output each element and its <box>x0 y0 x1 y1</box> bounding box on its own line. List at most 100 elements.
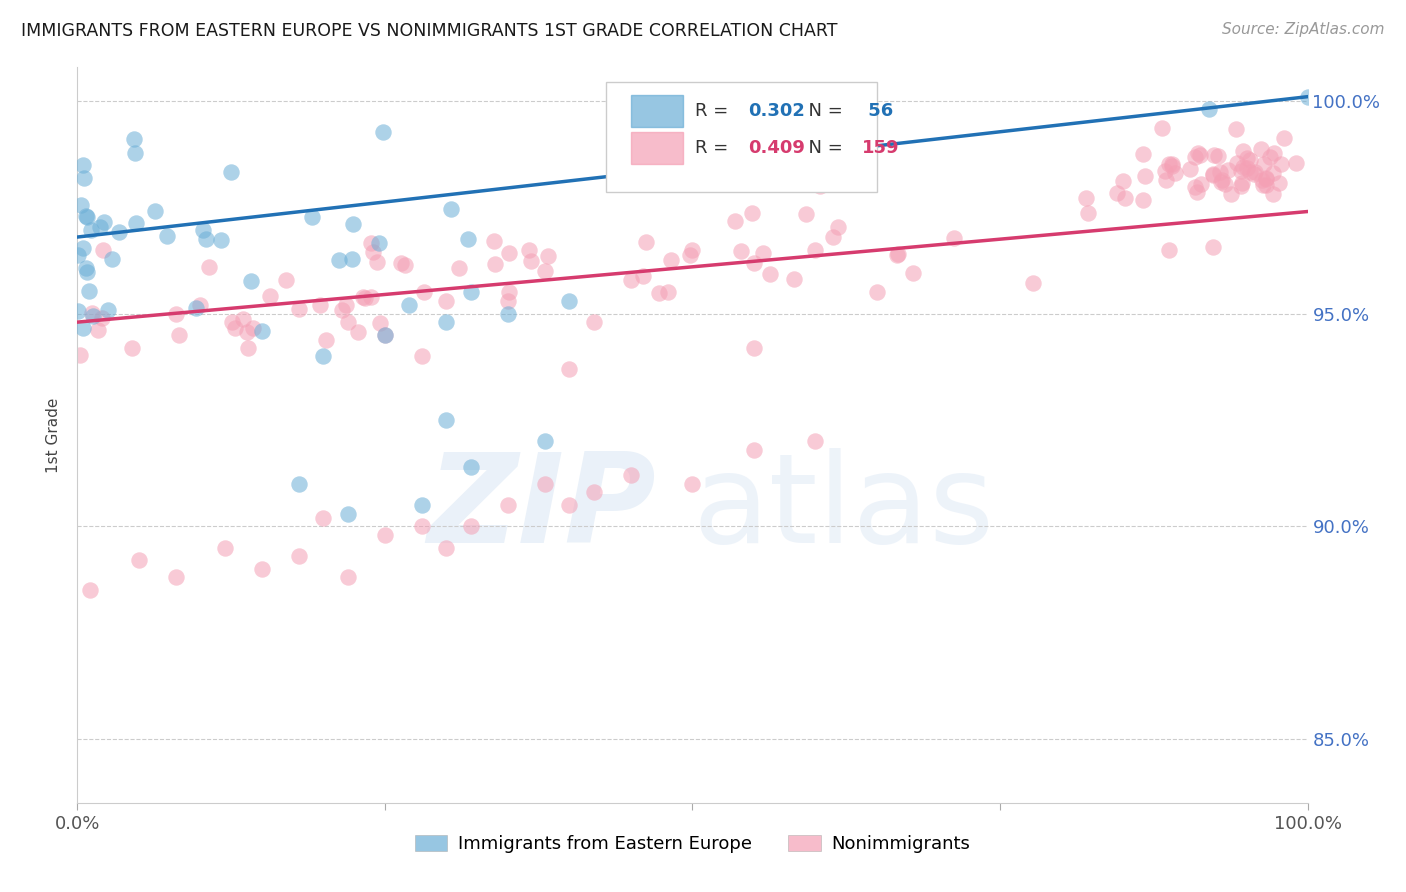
Point <box>169 328 191 343</box>
Point <box>75 261 97 276</box>
Point <box>125 216 148 230</box>
Point <box>288 476 311 491</box>
Point <box>1185 185 1208 199</box>
Point <box>440 202 463 216</box>
Point <box>1243 164 1265 178</box>
Point <box>886 248 908 262</box>
Text: 0.409: 0.409 <box>748 139 804 157</box>
Point <box>1296 89 1319 103</box>
Point <box>1107 186 1129 200</box>
Point <box>724 214 747 228</box>
Point <box>1202 168 1225 182</box>
Point <box>198 260 221 274</box>
Point <box>124 145 146 160</box>
Point <box>498 246 520 260</box>
Point <box>340 252 363 266</box>
Point <box>309 298 332 312</box>
Point <box>1132 193 1154 207</box>
Point <box>1178 161 1201 176</box>
Text: 0.302: 0.302 <box>748 102 804 120</box>
Point <box>1243 167 1265 181</box>
Point <box>804 434 827 449</box>
Point <box>436 293 458 308</box>
Point <box>460 459 482 474</box>
Point <box>751 246 773 260</box>
Point <box>1213 177 1236 191</box>
Point <box>498 285 520 300</box>
Point <box>460 519 482 533</box>
Point <box>1230 179 1253 194</box>
Point <box>1187 146 1209 161</box>
Point <box>1077 205 1099 219</box>
Point <box>389 256 412 270</box>
Point <box>620 272 643 286</box>
Point <box>101 252 124 267</box>
Point <box>496 293 519 308</box>
Point <box>374 327 396 342</box>
Point <box>1202 167 1225 181</box>
Point <box>411 519 433 533</box>
Point <box>143 203 166 218</box>
Point <box>1132 147 1154 161</box>
Point <box>89 220 111 235</box>
FancyBboxPatch shape <box>606 81 877 192</box>
Point <box>1232 161 1254 175</box>
Point <box>1232 144 1254 158</box>
Point <box>534 476 557 491</box>
Legend: Immigrants from Eastern Europe, Nonimmigrants: Immigrants from Eastern Europe, Nonimmig… <box>408 827 977 860</box>
Point <box>214 541 236 555</box>
Point <box>520 253 543 268</box>
Point <box>128 553 150 567</box>
Point <box>583 315 606 329</box>
Point <box>887 247 910 261</box>
Point <box>186 301 208 315</box>
Point <box>1216 163 1239 178</box>
Point <box>1114 190 1136 204</box>
Point <box>1260 150 1282 164</box>
Point <box>76 211 98 225</box>
Point <box>250 562 273 576</box>
Point <box>347 325 370 339</box>
Point <box>742 255 765 269</box>
Point <box>97 303 120 318</box>
Point <box>195 232 218 246</box>
Point <box>534 264 557 278</box>
Point <box>287 302 309 317</box>
Point <box>682 476 704 491</box>
Point <box>301 210 323 224</box>
Point <box>821 230 844 244</box>
Point <box>219 165 242 179</box>
Point <box>79 583 101 598</box>
Point <box>411 349 433 363</box>
Point <box>1239 153 1261 167</box>
Point <box>69 348 91 362</box>
Point <box>1251 178 1274 192</box>
Point <box>1261 187 1284 202</box>
Point <box>124 132 146 146</box>
Point <box>76 265 98 279</box>
Point <box>1261 166 1284 180</box>
Point <box>1239 165 1261 179</box>
Point <box>730 244 752 258</box>
Point <box>496 307 519 321</box>
Point <box>460 285 482 300</box>
Point <box>250 324 273 338</box>
Point <box>1230 176 1253 190</box>
Point <box>866 285 889 300</box>
Point <box>288 549 311 563</box>
Point <box>239 274 262 288</box>
Point <box>121 342 143 356</box>
Point <box>558 498 581 512</box>
Point <box>242 321 264 335</box>
Point <box>73 171 96 186</box>
Point <box>631 268 654 283</box>
Point <box>1211 175 1233 189</box>
Point <box>1160 159 1182 173</box>
Point <box>1250 142 1272 156</box>
Point <box>108 225 131 239</box>
Point <box>1250 173 1272 187</box>
Point <box>496 498 519 512</box>
Point <box>337 570 360 584</box>
Point <box>1226 156 1249 170</box>
Point <box>679 248 702 262</box>
